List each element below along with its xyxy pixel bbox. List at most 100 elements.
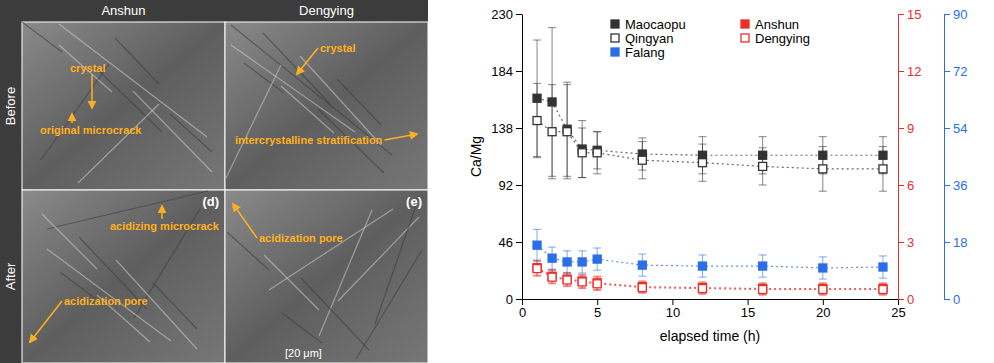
error-bar-cap <box>578 273 586 274</box>
texture-line <box>42 214 97 269</box>
error-bar-cap <box>593 270 601 271</box>
tick-mark <box>748 299 749 305</box>
error-bar-cap <box>759 185 767 186</box>
tick-mark <box>898 299 904 300</box>
series <box>533 28 887 178</box>
error-bar-cap <box>698 294 706 295</box>
tick-mark <box>944 14 950 15</box>
texture-line <box>282 313 322 343</box>
tick-label: 46 <box>499 235 513 250</box>
legend-marker <box>611 20 619 28</box>
error-bar-cap <box>593 290 601 291</box>
marker <box>638 284 646 292</box>
marker <box>638 283 646 291</box>
legend-marker <box>611 34 619 42</box>
texture-line <box>231 25 392 155</box>
error-bar <box>563 273 571 286</box>
marker <box>578 258 586 266</box>
tick-label: 15 <box>741 305 755 320</box>
tick: 46 <box>499 235 522 250</box>
series <box>533 83 887 191</box>
texture-line <box>337 79 381 125</box>
marker <box>563 258 571 266</box>
error-bar <box>578 274 586 287</box>
legend-marker <box>611 48 619 56</box>
error-bar-cap <box>563 273 571 274</box>
error-bar-cap <box>819 146 827 147</box>
marker <box>879 263 887 271</box>
error-bar-cap <box>578 275 586 276</box>
marker <box>819 264 827 272</box>
error-bar-cap <box>593 276 601 277</box>
marker <box>548 128 556 136</box>
error-bar-cap <box>593 173 601 174</box>
error-bar <box>533 83 541 157</box>
error-bar-cap <box>698 281 706 282</box>
error-bar-cap <box>533 261 541 262</box>
tick-mark <box>898 128 904 129</box>
error-bar-cap <box>563 273 571 274</box>
tick: 10 <box>666 299 680 320</box>
error-bar-cap <box>548 178 556 179</box>
error-bar-cap <box>879 191 887 192</box>
series-line <box>537 269 883 290</box>
axis: 04692138184230 <box>491 7 522 307</box>
tick-label: 0 <box>907 292 914 307</box>
error-bar <box>759 255 767 277</box>
tick-label: 138 <box>491 121 513 136</box>
texture-line <box>78 104 159 183</box>
error-bar <box>638 282 646 293</box>
marker <box>759 262 767 270</box>
texture-line <box>375 197 419 324</box>
error-bar <box>698 283 706 294</box>
tick-label: 90 <box>953 7 967 22</box>
tick-mark <box>516 14 522 15</box>
tick: 230 <box>491 7 522 22</box>
row-header: Before <box>3 87 18 125</box>
error-bar <box>578 275 586 288</box>
error-bar-cap <box>533 229 541 230</box>
legend: MaocaopuQingyanAnshunDengyingFalang <box>611 17 810 60</box>
tick: 12 <box>898 64 921 79</box>
marker <box>593 149 601 157</box>
error-bar-cap <box>698 254 706 255</box>
texture-line <box>226 65 281 178</box>
marker <box>593 279 601 287</box>
tick-mark <box>823 299 824 305</box>
error-bar-cap <box>548 247 556 248</box>
axis: 01836547290 <box>944 7 967 307</box>
tick: 20 <box>816 299 830 320</box>
axis: 03691215 <box>898 7 921 307</box>
tick-mark <box>516 242 522 243</box>
texture-line <box>319 210 372 336</box>
series-line <box>537 98 883 155</box>
marker <box>759 162 767 170</box>
error-bar <box>593 132 601 174</box>
error-bar-cap <box>548 84 556 85</box>
error-bar-cap <box>578 288 586 289</box>
legend-label: Qingyan <box>625 31 673 46</box>
axis-line <box>523 299 899 300</box>
axis-line <box>944 15 945 300</box>
tick: 138 <box>491 121 522 136</box>
error-bar <box>533 229 541 261</box>
annotation-arrow <box>71 114 73 123</box>
annotation: crystal <box>70 62 105 74</box>
marker <box>879 165 887 173</box>
texture-line <box>115 38 159 84</box>
error-bar-cap <box>879 278 887 279</box>
legend-item: Anshun <box>741 17 799 32</box>
tick: 6 <box>898 178 914 193</box>
y-axis-title: Ca/Mg <box>468 136 484 177</box>
plot-area <box>533 28 887 296</box>
figure: AnshunDengyingBeforeAftercrystaloriginal… <box>0 0 994 363</box>
error-bar <box>578 251 586 273</box>
tick-label: 25 <box>891 305 905 320</box>
tick-mark <box>898 242 904 243</box>
tick: 90 <box>944 7 967 22</box>
tick-label: 54 <box>953 121 967 136</box>
marker <box>578 278 586 286</box>
tick-label: 9 <box>907 121 914 136</box>
error-bar-cap <box>593 131 601 132</box>
series-line <box>537 121 883 169</box>
